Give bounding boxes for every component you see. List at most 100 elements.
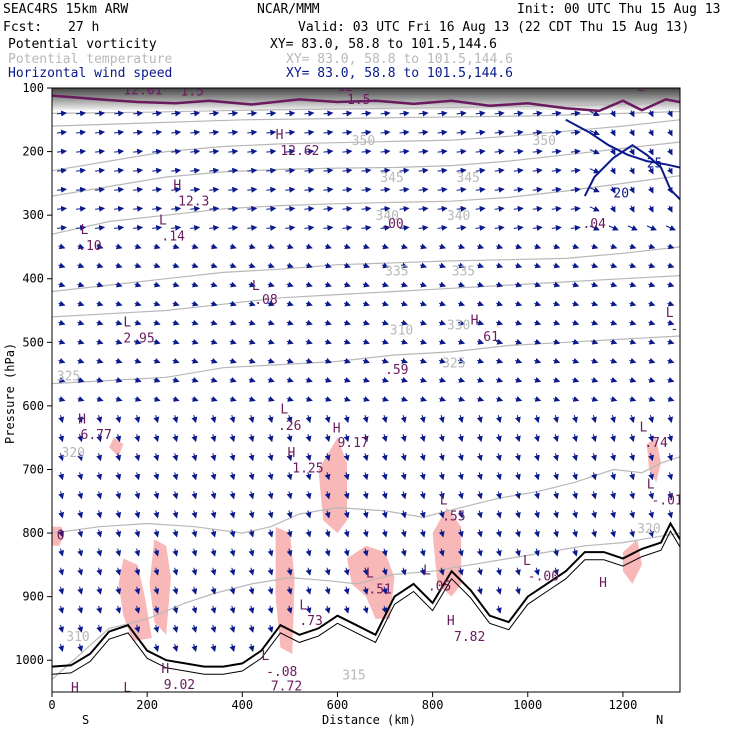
wind-vector bbox=[438, 472, 445, 481]
wind-vector bbox=[667, 129, 673, 137]
pv-annotation: .51 bbox=[368, 582, 391, 597]
wind-vector bbox=[324, 548, 331, 557]
wind-vector bbox=[324, 338, 332, 345]
wind-vector bbox=[191, 281, 199, 288]
wind-vector bbox=[172, 414, 179, 424]
pv-annotation: H bbox=[333, 422, 341, 437]
wind-vector bbox=[572, 472, 578, 481]
fcst-value: 27 h bbox=[68, 20, 100, 35]
wind-vector bbox=[399, 167, 410, 174]
wind-vector bbox=[286, 434, 293, 443]
wind-vector bbox=[457, 262, 466, 269]
wind-vector bbox=[229, 453, 236, 462]
wind-vector bbox=[323, 186, 334, 193]
wind-vector bbox=[77, 357, 85, 364]
wind-vector bbox=[324, 491, 331, 500]
wind-vector bbox=[513, 186, 524, 193]
wind-vector bbox=[570, 129, 581, 136]
wind-vector bbox=[96, 281, 104, 288]
wind-vector bbox=[551, 129, 562, 136]
wind-vector bbox=[96, 586, 103, 595]
wind-vector bbox=[324, 605, 331, 614]
wind-vector bbox=[134, 586, 141, 595]
wind-vector bbox=[380, 129, 391, 136]
wind-vector bbox=[438, 453, 445, 462]
wind-vector bbox=[266, 205, 277, 212]
wind-vector bbox=[153, 472, 160, 481]
wind-vector bbox=[400, 567, 407, 576]
wind-vector bbox=[400, 300, 409, 307]
wind-vector bbox=[77, 281, 85, 288]
pv-annotation: L bbox=[423, 563, 431, 578]
wind-vector bbox=[152, 224, 163, 231]
wind-vector bbox=[591, 357, 599, 364]
pv-annotation: 1.5 bbox=[180, 85, 203, 100]
wind-vector bbox=[362, 300, 370, 307]
wind-vector bbox=[667, 243, 675, 250]
field-name-wind: Horizontal wind speed bbox=[8, 66, 173, 81]
wind-vector bbox=[228, 224, 239, 231]
wind-vector bbox=[514, 491, 521, 500]
wind-vector bbox=[343, 262, 351, 269]
wind-vector bbox=[229, 567, 236, 576]
wind-vector bbox=[56, 129, 68, 136]
wind-vector bbox=[400, 396, 409, 402]
wind-vector bbox=[399, 129, 410, 136]
theta-label: 345 bbox=[380, 171, 403, 186]
wind-vector bbox=[534, 567, 540, 576]
wind-vector bbox=[495, 414, 502, 424]
wind-vector bbox=[514, 453, 521, 462]
wind-vector bbox=[648, 377, 656, 383]
wind-vector bbox=[209, 224, 220, 231]
pv-annotation: H bbox=[471, 314, 479, 329]
vertical-motion-region bbox=[347, 545, 395, 619]
wind-vector bbox=[190, 224, 201, 231]
wind-vector bbox=[77, 396, 85, 402]
wind-vector bbox=[381, 319, 389, 326]
wind-speed-label: 25 bbox=[647, 156, 663, 171]
wind-vector bbox=[419, 434, 426, 443]
wind-vector bbox=[95, 110, 106, 117]
wind-vector bbox=[114, 167, 125, 174]
pv-annotation: L bbox=[640, 420, 648, 435]
wind-vector bbox=[572, 243, 580, 250]
wind-vector bbox=[418, 167, 429, 174]
wind-vector bbox=[248, 377, 256, 383]
wind-vector bbox=[305, 281, 313, 288]
wind-vector bbox=[534, 281, 542, 288]
wind-vector bbox=[266, 110, 277, 117]
wind-vector bbox=[324, 357, 332, 364]
wind-vector bbox=[419, 510, 426, 519]
pv-annotation: H bbox=[599, 576, 607, 591]
wind-vector bbox=[172, 338, 180, 345]
pv-annotation: L bbox=[440, 493, 448, 508]
wind-vector bbox=[589, 186, 600, 193]
theta-contour bbox=[52, 275, 680, 318]
wind-vector bbox=[286, 357, 294, 364]
wind-vector bbox=[343, 396, 351, 402]
wind-vector bbox=[323, 129, 334, 136]
wind-vector bbox=[457, 434, 464, 443]
wind-vector bbox=[153, 319, 161, 326]
wind-vector bbox=[172, 243, 180, 250]
wind-vector bbox=[324, 567, 331, 576]
wind-vector bbox=[210, 434, 217, 443]
wind-vector bbox=[305, 357, 313, 364]
pv-annotation: .61 bbox=[475, 330, 498, 345]
x-tick-label: 0 bbox=[48, 698, 55, 712]
wind-vector bbox=[534, 396, 542, 402]
wind-vector bbox=[515, 281, 523, 288]
wind-vector bbox=[248, 434, 255, 443]
wind-vector bbox=[267, 510, 274, 519]
wind-vector bbox=[286, 605, 293, 614]
wind-vector bbox=[191, 319, 199, 326]
wind-vector bbox=[267, 605, 274, 614]
wind-vector bbox=[58, 529, 65, 538]
wind-vector bbox=[456, 148, 467, 155]
wind-vector bbox=[553, 300, 561, 307]
wind-vector bbox=[591, 300, 599, 307]
wind-vector bbox=[457, 491, 464, 500]
wind-vector bbox=[457, 281, 466, 288]
wind-vector bbox=[96, 567, 103, 576]
wind-vector bbox=[475, 148, 486, 155]
